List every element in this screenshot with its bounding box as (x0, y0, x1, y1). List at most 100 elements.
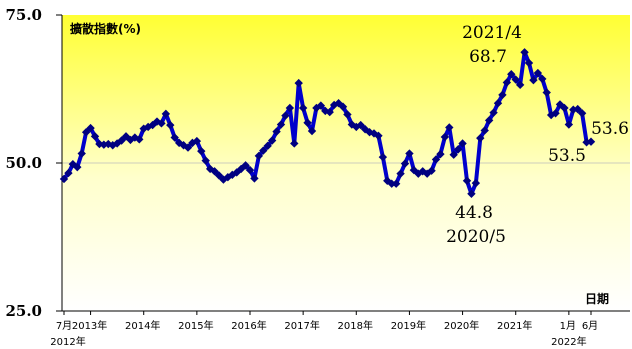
data-point-marker (117, 136, 126, 145)
data-point-marker (507, 70, 516, 79)
x-tick-label: 7月 (56, 320, 72, 332)
data-point-marker (515, 80, 525, 90)
data-point-marker (81, 128, 91, 137)
data-point-marker (343, 110, 352, 119)
data-point-marker (135, 135, 144, 144)
data-point-marker (59, 174, 69, 184)
data-point-marker (467, 189, 476, 198)
data-point-marker (405, 149, 414, 158)
x-tick-label: 2013年 (72, 319, 107, 332)
data-point-marker (529, 75, 538, 85)
data-point-marker (316, 101, 326, 110)
x-tick-label: 2019年 (391, 319, 426, 332)
annotation-trough-date: 2020/5 (446, 227, 506, 247)
data-point-marker (143, 122, 153, 132)
data-point-marker (294, 78, 303, 88)
data-point-marker (387, 179, 396, 188)
annotation-trough-value: 44.8 (455, 203, 493, 223)
x-ticks: 7月 2012年 2013年 2014年 2015年 2016年 2017年 2018年 201… (50, 311, 598, 348)
data-point-marker (73, 162, 82, 172)
annotations: 2021/4 68.7 44.8 2020/5 53.6 53.5 (446, 23, 629, 247)
x-tick-label: 2020年 (444, 319, 479, 332)
data-point-marker (445, 123, 454, 132)
x-tick-label: 2015年 (178, 319, 213, 332)
data-point-marker (520, 48, 529, 57)
data-point-marker (285, 103, 295, 113)
data-point-marker (453, 145, 463, 154)
data-point-marker (378, 152, 388, 162)
data-point-marker (440, 132, 450, 142)
x-tick-label: 2017年 (284, 319, 319, 332)
data-point-marker (533, 68, 543, 78)
data-point-marker (498, 90, 507, 100)
data-point-marker (356, 120, 365, 130)
data-point-marker (400, 159, 410, 168)
data-point-marker (542, 88, 551, 97)
data-point-marker (391, 179, 401, 188)
annotation-peak-date: 2021/4 (462, 23, 522, 43)
data-point-marker (573, 104, 582, 114)
data-point-marker (276, 120, 286, 129)
data-point-marker (157, 119, 166, 128)
data-point-marker (493, 99, 503, 108)
data-point-marker (201, 156, 210, 165)
data-point-marker (183, 143, 193, 152)
data-point-marker (551, 109, 560, 118)
data-point-marker (338, 102, 348, 111)
y-ticks: 75.0 50.0 25.0 (5, 6, 62, 320)
data-point-marker (290, 139, 299, 148)
data-point-marker (192, 136, 202, 146)
data-point-marker (564, 120, 574, 129)
data-point-marker (476, 133, 485, 143)
data-point-marker (77, 149, 86, 158)
y-axis-label: 擴散指數(%) (70, 21, 141, 36)
annotation-second-last-value: 53.5 (548, 146, 586, 166)
data-point-marker (307, 126, 317, 136)
y-tick-label-75: 75.0 (5, 6, 42, 24)
data-point-marker (586, 137, 596, 146)
data-point-marker (502, 78, 512, 87)
data-point-marker (210, 167, 219, 176)
x-tick-label: 2021年 (497, 319, 532, 332)
data-point-marker (569, 105, 578, 114)
data-point-marker (298, 103, 308, 113)
data-point-marker (259, 146, 268, 155)
data-point-marker (480, 126, 489, 135)
x-tick-label: 1月 (560, 320, 576, 332)
data-point-marker (174, 138, 184, 148)
data-point-marker (524, 58, 534, 68)
data-point-marker (329, 100, 339, 110)
x-tick-label: 2018年 (338, 319, 373, 332)
x-tick-sublabel: 2012年 (50, 335, 85, 348)
data-point-marker (538, 74, 547, 84)
data-point-marker (449, 150, 458, 159)
data-point-marker (325, 107, 334, 117)
data-point-marker (436, 149, 445, 159)
data-point-marker (427, 166, 436, 175)
x-tick-label: 2014年 (125, 319, 160, 332)
data-point-marker (250, 174, 259, 183)
data-point-marker (214, 171, 224, 180)
data-point-marker (560, 103, 569, 113)
y-tick-label-50: 50.0 (5, 154, 42, 172)
series-markers (59, 48, 596, 198)
data-point-marker (281, 111, 290, 120)
data-point-marker (471, 178, 481, 188)
data-point-marker (254, 151, 264, 161)
data-point-marker (396, 169, 405, 178)
data-point-marker (245, 165, 255, 175)
annotation-peak-value: 68.7 (469, 47, 507, 67)
data-point-marker (263, 141, 272, 151)
data-point-marker (90, 132, 100, 141)
x-tick-label: 2016年 (231, 319, 266, 332)
data-point-marker (170, 133, 179, 142)
data-point-marker (462, 176, 472, 185)
data-point-marker (152, 117, 162, 126)
data-point-marker (86, 123, 95, 133)
y-tick-label-25: 25.0 (5, 302, 42, 320)
data-point-marker (431, 155, 441, 164)
data-point-marker (64, 168, 73, 178)
data-point-marker (267, 136, 277, 145)
x-tick-label: 6月 (582, 320, 598, 332)
